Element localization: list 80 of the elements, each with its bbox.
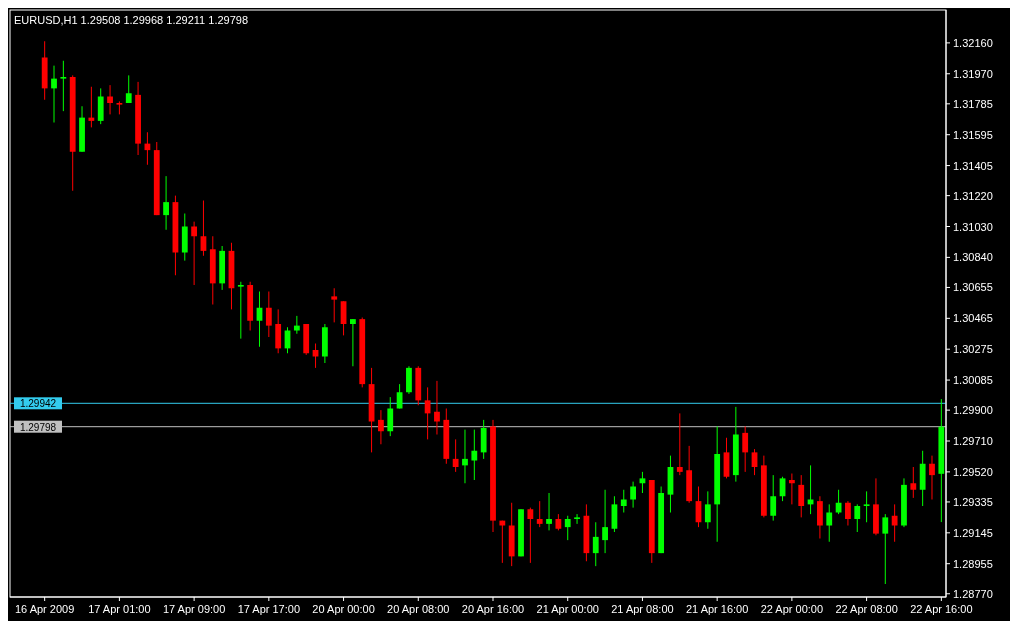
candlestick — [471, 429, 478, 481]
candlestick — [396, 383, 403, 409]
x-tick-label: 17 Apr 09:00 — [162, 603, 226, 615]
candlestick — [312, 343, 319, 369]
candlestick — [237, 281, 244, 340]
candlestick — [929, 455, 935, 500]
x-tick-label: 17 Apr 01:00 — [88, 603, 151, 615]
y-tick-label: 1.29520 — [953, 465, 993, 478]
x-tick-label: 21 Apr 16:00 — [685, 603, 749, 615]
candlestick — [845, 500, 851, 526]
candlestick — [51, 65, 57, 123]
candlestick — [163, 175, 169, 231]
candlestick — [331, 287, 338, 323]
candlestick — [826, 503, 833, 543]
x-tick-label: 20 Apr 16:00 — [461, 603, 525, 615]
y-tick-label: 1.29145 — [953, 526, 993, 539]
candlestick — [602, 489, 608, 554]
ref-line-label: 1.29942 — [19, 398, 57, 410]
y-tick-label: 1.29710 — [953, 435, 993, 447]
candlestick — [854, 503, 861, 533]
candlestick — [265, 291, 272, 338]
chart-title: EURUSD,H1 1.29508 1.29968 1.29211 1.29798 — [14, 14, 249, 26]
candlestick — [499, 520, 506, 564]
candlestick — [191, 221, 198, 286]
candlestick — [452, 438, 459, 473]
y-tick-label: 1.28955 — [953, 557, 993, 570]
x-tick-label: 22 Apr 08:00 — [835, 603, 898, 615]
x-tick-label: 17 Apr 17:00 — [237, 603, 301, 615]
y-tick-label: 1.30840 — [953, 251, 993, 264]
x-tick-label: 20 Apr 00:00 — [312, 603, 375, 615]
candlestick — [293, 315, 300, 335]
candlestick — [125, 74, 132, 104]
candlestick — [742, 425, 749, 473]
x-tick-label: 20 Apr 08:00 — [387, 603, 450, 615]
y-tick-label: 1.29900 — [953, 404, 993, 417]
candlestick — [546, 492, 552, 531]
y-tick-label: 1.31030 — [953, 220, 993, 233]
y-tick-label: 1.31595 — [953, 128, 993, 141]
candlestick — [891, 503, 898, 543]
candlestick — [592, 521, 599, 567]
candlestick — [620, 489, 627, 513]
candlestick — [462, 429, 468, 484]
y-tick-label: 1.31405 — [953, 159, 993, 172]
x-tick-label: 22 Apr 00:00 — [760, 603, 824, 615]
y-tick-label: 1.30465 — [953, 312, 993, 325]
candlestick — [676, 412, 683, 476]
candlestick — [704, 490, 711, 530]
candlestick — [574, 513, 580, 525]
x-tick-label: 21 Apr 08:00 — [611, 603, 674, 615]
y-tick-label: 1.31970 — [953, 67, 993, 80]
candlestick — [536, 500, 543, 528]
ref-line-label: 1.29798 — [19, 421, 57, 433]
candlestick — [798, 474, 805, 518]
candlestick — [350, 318, 356, 367]
candlestick — [910, 466, 917, 499]
x-tick-label: 16 Apr 2009 — [15, 603, 75, 615]
candlestick — [88, 86, 95, 128]
y-tick-label: 1.29335 — [953, 495, 993, 508]
y-tick-label: 1.30655 — [953, 281, 993, 294]
candlestick — [788, 473, 795, 505]
candlestick — [863, 490, 870, 523]
y-tick-label: 1.32160 — [953, 36, 993, 49]
candlestick — [60, 60, 67, 112]
candlestick — [424, 386, 431, 440]
y-tick-label: 1.31220 — [953, 189, 993, 202]
y-tick-label: 1.30085 — [953, 374, 993, 387]
y-tick-label: 1.31785 — [953, 97, 993, 110]
x-tick-label: 21 Apr 00:00 — [536, 603, 599, 615]
candlestick — [107, 84, 113, 115]
candlestick — [378, 409, 384, 445]
candlestick — [630, 481, 636, 509]
candlestick — [564, 515, 571, 541]
candlestick — [434, 380, 440, 435]
candlestick — [882, 513, 889, 585]
y-tick-label: 1.28770 — [953, 587, 993, 600]
candlestick — [527, 507, 534, 564]
y-tick-label: 1.30275 — [953, 343, 993, 356]
x-tick-label: 22 Apr 16:00 — [910, 603, 973, 615]
candlestick — [387, 396, 394, 437]
candlestick — [770, 474, 777, 522]
